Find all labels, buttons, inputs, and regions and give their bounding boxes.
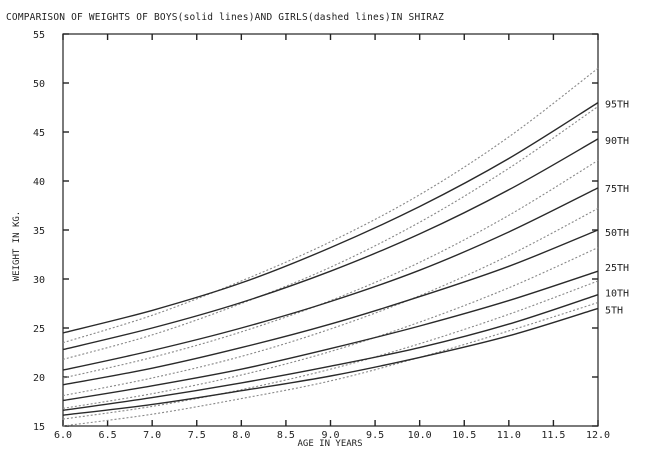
y-tick-label: 50 [33, 79, 45, 90]
y-tick-label: 35 [33, 226, 45, 237]
percentile-label: 90TH [605, 136, 629, 147]
x-tick-label: 6.5 [99, 430, 117, 441]
boys-95th-line [62, 102, 599, 334]
boys-90th-line [62, 138, 599, 351]
y-axis-label: WEIGHT IN KG. [12, 211, 22, 281]
girls-25th-line [62, 247, 599, 409]
y-tick-label: 55 [33, 30, 45, 41]
x-tick-label: 10.5 [452, 430, 476, 441]
x-axis-label: AGE IN YEARS [297, 439, 362, 449]
y-tick-label: 30 [33, 275, 45, 286]
x-tick-label: 6.0 [54, 430, 72, 441]
y-axis: 15 20 25 30 35 40 45 50 55 [33, 30, 598, 433]
percentile-label: 50TH [605, 228, 629, 239]
y-tick-label: 40 [33, 177, 45, 188]
x-tick-label: 12.0 [586, 430, 610, 441]
x-axis: 6.0 6.5 7.0 7.5 8.0 8.5 9.0 9.5 10.0 10.5 11.0 11.5… [54, 34, 610, 441]
y-tick-label: 20 [33, 373, 45, 384]
girls-95th-line [62, 67, 599, 344]
x-tick-label: 7.5 [188, 430, 206, 441]
x-tick-label: 10.0 [408, 430, 432, 441]
girls-90th-line [62, 106, 599, 360]
x-tick-label: 7.0 [143, 430, 161, 441]
percentile-label: 75TH [605, 184, 629, 195]
x-tick-label: 8.0 [232, 430, 250, 441]
plot-frame [62, 33, 599, 427]
girls-75th-line [62, 159, 599, 379]
percentile-label: 5TH [605, 305, 623, 316]
girls-50th-line [62, 207, 599, 397]
percentile-label: 10TH [605, 289, 629, 300]
boys-75th-line [62, 187, 599, 371]
x-tick-label: 11.0 [497, 430, 521, 441]
chart-title: COMPARISON OF WEIGHTS OF BOYS(solid line… [6, 12, 444, 23]
boys-series-group [62, 102, 599, 416]
boys-25th-line [62, 270, 599, 402]
girls-5th-line [62, 301, 599, 427]
y-tick-label: 15 [33, 422, 45, 433]
girls-10th-line [62, 280, 599, 420]
x-tick-label: 11.5 [541, 430, 565, 441]
boys-10th-line [62, 294, 599, 411]
y-tick-label: 45 [33, 128, 45, 139]
girls-series-group [62, 67, 599, 427]
percentile-label: 95TH [605, 100, 629, 111]
percentile-label: 25TH [605, 263, 629, 274]
percentile-labels: 95TH 90TH 75TH 50TH 25TH 10TH 5TH [605, 100, 629, 317]
y-tick-label: 25 [33, 324, 45, 335]
boys-5th-line [62, 307, 599, 416]
boys-50th-line [62, 229, 599, 386]
x-tick-label: 9.0 [321, 430, 339, 441]
x-tick-label: 8.5 [277, 430, 295, 441]
x-tick-label: 9.5 [366, 430, 384, 441]
